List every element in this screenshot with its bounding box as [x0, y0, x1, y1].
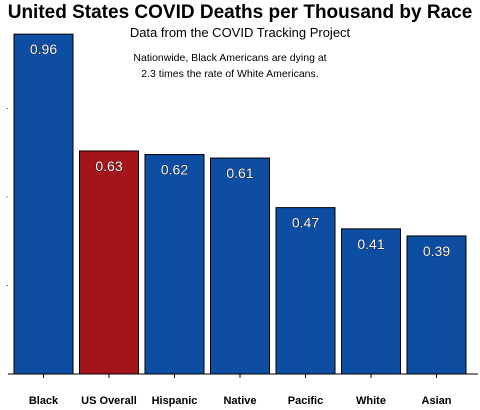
x-tick-label-black: Black: [29, 395, 59, 407]
x-axis-ticks: Black US Overall Hispanic Native Pacific Whit…: [29, 374, 452, 407]
data-label-black: 0.96: [30, 41, 57, 57]
y-axis-ticks: [6, 108, 8, 286]
bar-white: [341, 228, 401, 375]
data-label-hispanic: 0.62: [161, 162, 188, 178]
bar-us-overall: [79, 150, 139, 375]
x-tick-label-us-overall: US Overall: [81, 395, 137, 407]
data-label-white: 0.41: [357, 236, 384, 252]
annotation-line-1: Nationwide, Black Americans are dying at: [133, 52, 327, 64]
data-label-us-overall: 0.63: [95, 158, 122, 174]
data-label-native: 0.61: [226, 165, 253, 181]
chart-title: United States COVID Deaths per Thousand …: [7, 2, 473, 23]
annotation-line-2: 2.3 times the rate of White Americans.: [141, 68, 319, 80]
x-tick-label-native: Native: [223, 395, 256, 407]
data-label-asian: 0.39: [423, 243, 450, 259]
x-tick-label-pacific: Pacific: [288, 395, 323, 407]
chart-annotation: Nationwide, Black Americans are dying at…: [130, 50, 330, 82]
x-tick-label-hispanic: Hispanic: [152, 395, 198, 407]
bar-pacific: [275, 207, 336, 375]
x-tick-label-asian: Asian: [422, 395, 452, 407]
bar-asian: [406, 235, 467, 375]
bar-hispanic: [144, 154, 205, 375]
x-tick-label-white: White: [356, 395, 386, 407]
bar-black: [13, 33, 74, 375]
data-label-pacific: 0.47: [292, 215, 319, 231]
bars-group: 0.96 0.63 0.62 0.61 0.47 0.41 0.39: [13, 33, 467, 375]
bar-native: [210, 157, 270, 375]
chart-subtitle: Data from the COVID Tracking Project: [129, 25, 351, 40]
